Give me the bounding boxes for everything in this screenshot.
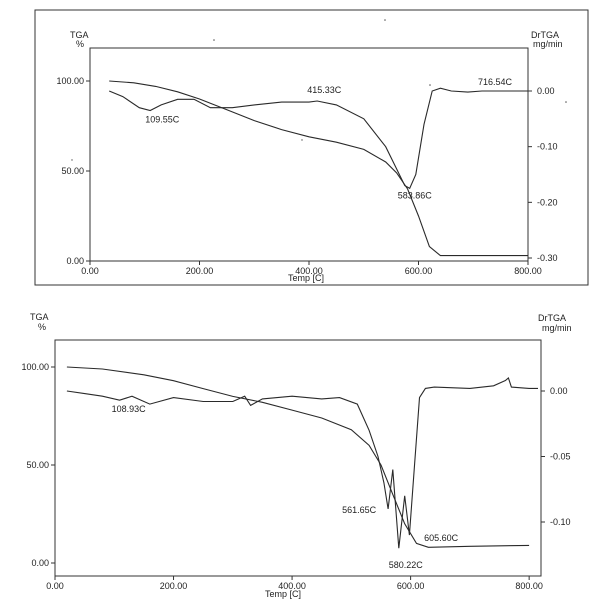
drtga-curve (108, 87, 528, 190)
plot-frame-top (89, 47, 529, 262)
series-top (108, 80, 528, 257)
scan-speck (71, 159, 73, 161)
right-axis-unit-top: mg/min (533, 39, 563, 49)
right-tick-label: -0.10 (550, 517, 571, 527)
left-ticks-top: 0.00 50.00 100.00 (56, 76, 90, 266)
x-tick-label: 800.00 (515, 581, 543, 591)
peak-annotation: 415.33C (307, 85, 342, 95)
tga-chart-top: TGA % DrTGA mg/min Temp [C] 0.00 200.00 40… (34, 9, 589, 286)
annotations-bottom: 108.93C 561.65C 580.22C 605.60C (112, 404, 459, 570)
left-tick-label: 100.00 (56, 76, 84, 86)
left-axis-label-top: TGA (70, 30, 89, 40)
peak-annotation: 716.54C (478, 77, 513, 87)
scan-speck (429, 84, 431, 86)
tga-curve (109, 80, 528, 257)
right-ticks-top: 0.00 -0.10 -0.20 -0.30 (528, 86, 558, 263)
x-axis-label-bottom: Temp [C] (265, 589, 301, 599)
peak-annotation: 561.65C (342, 505, 377, 515)
left-axis-unit-top: % (76, 39, 84, 49)
x-tick-label: 600.00 (397, 581, 425, 591)
x-tick-label: 400.00 (295, 266, 323, 276)
right-ticks-bottom: 0.00 -0.05 -0.10 (541, 386, 571, 527)
left-tick-label: 100.00 (21, 362, 49, 372)
tga-curve (66, 366, 530, 548)
x-ticks-top: 0.00 200.00 400.00 600.00 800.00 (81, 261, 542, 276)
peak-annotation: 580.22C (389, 560, 424, 570)
x-tick-label: 0.00 (46, 581, 64, 591)
scan-speck (301, 139, 303, 141)
tga-chart-bottom: TGA % DrTGA mg/min Temp [C] 0.00 200.00 40… (21, 312, 571, 599)
scan-speck (213, 39, 215, 41)
series-bottom (66, 366, 538, 549)
right-axis-unit-bottom: mg/min (542, 323, 572, 333)
left-axis-unit-bottom: % (38, 322, 46, 332)
right-axis-label-bottom: DrTGA (538, 313, 566, 323)
plot-frame-bottom (54, 339, 542, 577)
x-ticks-bottom: 0.00 200.00 400.00 600.00 800.00 (46, 576, 543, 591)
scan-speck (384, 19, 386, 21)
right-tick-label: -0.05 (550, 452, 571, 462)
right-axis-label-top: DrTGA (531, 30, 559, 40)
x-tick-label: 200.00 (186, 266, 214, 276)
x-tick-label: 600.00 (405, 266, 433, 276)
left-tick-label: 0.00 (66, 256, 84, 266)
scan-speck (565, 101, 567, 103)
x-tick-label: 0.00 (81, 266, 99, 276)
peak-annotation: 109.55C (145, 114, 180, 124)
outer-border-top (34, 9, 589, 286)
right-tick-label: 0.00 (550, 386, 568, 396)
peak-annotation: 108.93C (112, 404, 147, 414)
peak-annotation: 583.86C (398, 190, 433, 200)
x-axis-label-top: Temp [C] (288, 273, 324, 283)
drtga-curve (66, 376, 538, 549)
peak-annotation: 605.60C (424, 533, 459, 543)
left-tick-label: 50.00 (26, 460, 49, 470)
right-tick-label: -0.30 (537, 253, 558, 263)
left-tick-label: 50.00 (61, 166, 84, 176)
right-tick-label: -0.20 (537, 197, 558, 207)
x-tick-label: 800.00 (514, 266, 542, 276)
x-tick-label: 400.00 (278, 581, 306, 591)
right-tick-label: 0.00 (537, 86, 555, 96)
left-ticks-bottom: 0.00 50.00 100.00 (21, 362, 55, 568)
right-tick-label: -0.10 (537, 142, 558, 152)
annotations-top: 109.55C 415.33C 583.86C 716.54C (145, 77, 512, 200)
x-tick-label: 200.00 (160, 581, 188, 591)
left-axis-label-bottom: TGA (30, 312, 49, 322)
left-tick-label: 0.00 (31, 558, 49, 568)
